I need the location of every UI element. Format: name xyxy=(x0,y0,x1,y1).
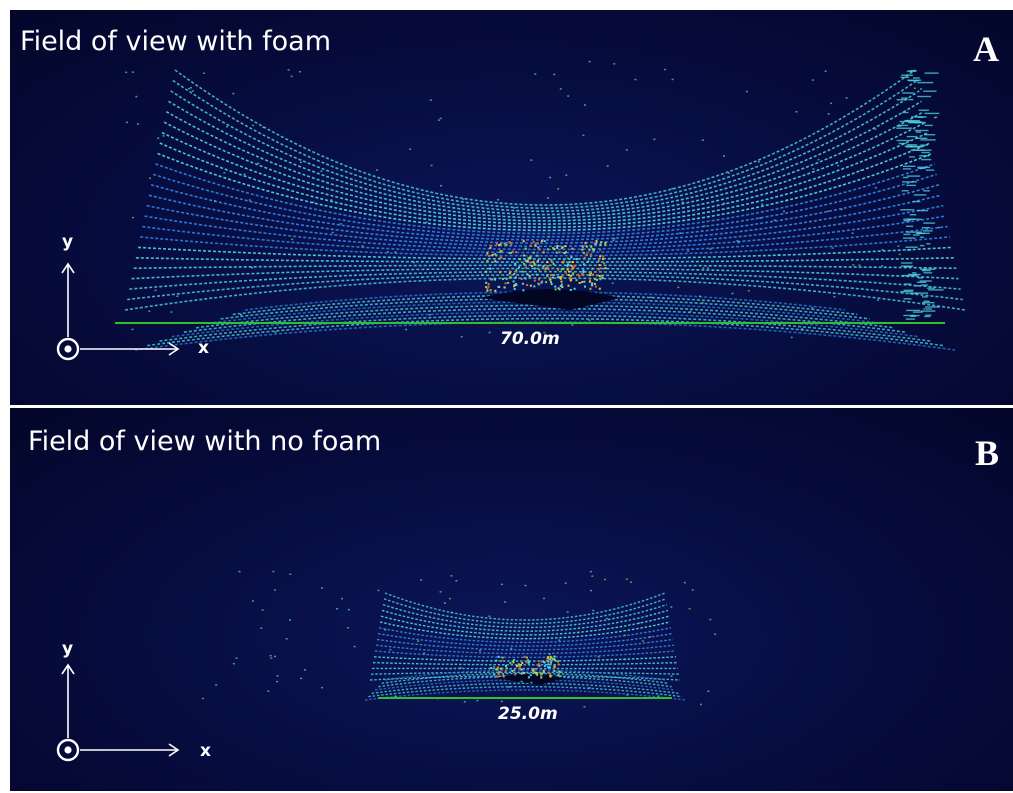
point-cloud-with-foam xyxy=(56,60,966,361)
right-wall-points xyxy=(896,70,944,320)
panel-a-lidar-view: Field of view with foam A 70.0m y x xyxy=(10,10,1013,405)
panel-b-axis-x-label: x xyxy=(200,741,211,761)
panel-b-lidar-view: Field of view with no foam B 25.0m y x xyxy=(10,408,1013,791)
z-out-of-plane-icon xyxy=(56,738,80,762)
scan-lines xyxy=(124,69,966,351)
sensor-hotspot xyxy=(485,240,607,292)
scan-lines xyxy=(364,592,686,701)
axis-arrows-icon xyxy=(61,663,180,757)
panel-b-axis-y-label: y xyxy=(62,639,74,659)
point-cloud-no-foam xyxy=(56,570,717,762)
panel-b-letter: B xyxy=(974,433,999,473)
panel-b-scale-label: 25.0m xyxy=(498,704,558,724)
panel-a-axis-y-label: y xyxy=(62,232,74,252)
panel-a-axis-x-label: x xyxy=(198,338,209,358)
panel-a-title: Field of view with foam xyxy=(20,26,332,57)
scattered-points xyxy=(125,60,940,339)
sensor-hotspot xyxy=(490,655,562,679)
z-out-of-plane-icon xyxy=(56,337,80,361)
panel-a-scale-label: 70.0m xyxy=(500,329,560,349)
axis-arrows-icon xyxy=(61,262,180,356)
panel-b-title: Field of view with no foam xyxy=(28,426,382,457)
scattered-points xyxy=(201,570,717,708)
panel-a-letter: A xyxy=(973,29,999,69)
